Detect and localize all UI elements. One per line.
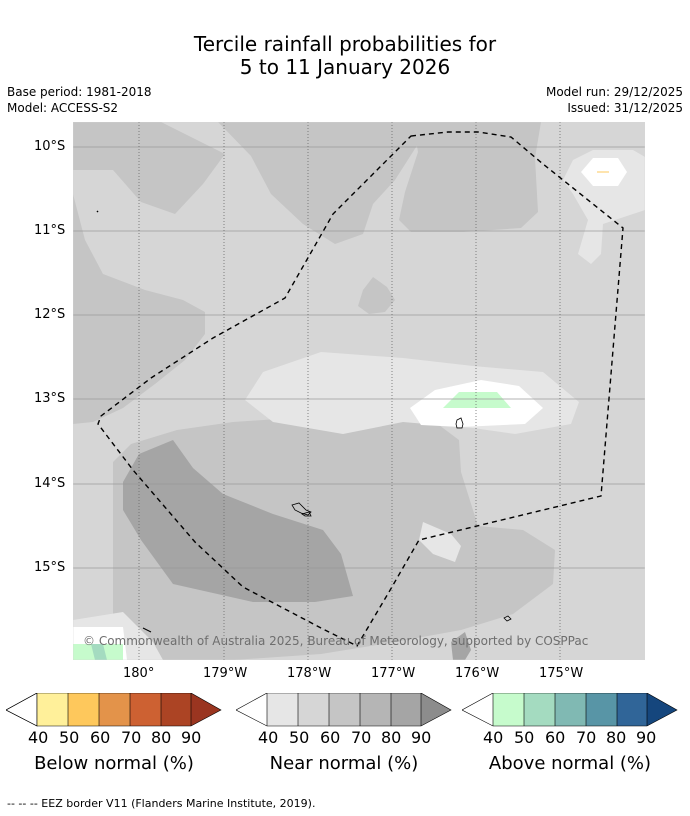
copyright-notice: © Commonwealth of Australia 2025, Bureau… [83,634,589,648]
latitude-gridlines [73,146,645,569]
near-tick-90: 90 [411,728,432,747]
base-period: Base period: 1981-2018 [7,85,152,99]
above-normal-label: Above normal (%) [488,753,652,774]
below-swatch-70 [130,693,161,726]
near-swatch-60 [329,693,360,726]
near-swatch-40 [267,693,298,726]
near-normal-light-south-patch [419,522,461,562]
above-tick-60: 60 [545,728,566,747]
below-tick-90: 90 [181,728,202,747]
near-normal-light-east [563,150,645,264]
above-swatch-80 [617,693,647,726]
below-swatch-80 [161,693,191,726]
near-tick-40: 40 [258,728,279,747]
below-swatch-60 [99,693,130,726]
model-run: Model run: 29/12/2025 [545,85,683,99]
lon-label-177w: 177°W [371,666,416,681]
lat-label-14s: 14°S [34,476,66,491]
lon-label-178w: 178°W [287,666,332,681]
near-normal-colorbar [236,693,452,727]
near-colorbar-low-arrow [236,693,267,726]
near-swatch-70 [360,693,391,726]
eez-border-note: -- -- -- EEZ border V11 (Flanders Marine… [7,797,316,810]
above-tick-70: 70 [576,728,597,747]
lat-label-10s: 10°S [34,139,66,154]
near-tick-60: 60 [320,728,341,747]
rainfall-map [73,122,645,660]
above-swatch-40 [493,693,524,726]
island-mark-southwest [142,627,152,633]
near-tick-80: 80 [381,728,402,747]
island-outline-central [455,417,464,429]
below-swatch-50 [68,693,99,726]
lat-label-11s: 11°S [34,223,66,238]
below-normal-label: Below normal (%) [34,753,194,774]
above-colorbar-low-arrow [462,693,493,726]
near-normal-region-west [73,122,225,214]
above-normal-patch-southwest-dark [91,644,107,660]
below-tick-60: 60 [90,728,111,747]
near-normal-region-south [113,418,555,660]
below-tick-40: 40 [28,728,49,747]
island-outline-south [503,615,512,622]
above-tick-40: 40 [483,728,504,747]
eez-border [97,131,624,647]
below-colorbar-high-arrow [191,693,221,726]
below-tick-80: 80 [151,728,172,747]
near-tick-50: 50 [289,728,310,747]
lon-label-180: 180° [123,666,155,681]
near-swatch-80 [391,693,421,726]
above-colorbar-high-arrow [647,693,677,726]
near-normal-region-north-east [399,122,541,232]
above-tick-80: 80 [606,728,627,747]
near-normal-region-north-central [218,122,423,244]
above-normal-colorbar [462,693,678,727]
above-tick-90: 90 [636,728,657,747]
near-normal-region-dark [123,440,353,602]
near-colorbar-high-arrow [421,693,451,726]
lat-label-13s: 13°S [34,391,66,406]
model-name: Model: ACCESS-S2 [7,101,119,115]
lon-label-175w: 175°W [539,666,584,681]
above-swatch-70 [586,693,617,726]
island-outline-upolu [301,511,312,517]
lat-label-15s: 15°S [34,560,66,575]
above-normal-patch-central [443,392,511,408]
below-tick-70: 70 [121,728,142,747]
near-tick-70: 70 [351,728,372,747]
lon-label-176w: 176°W [455,666,500,681]
above-swatch-50 [524,693,555,726]
below-tick-50: 50 [59,728,80,747]
below-normal-colorbar [6,693,222,727]
map-title-line2: 5 to 11 January 2026 [239,55,451,79]
lon-label-179w: 179°W [203,666,248,681]
island-dot-west [96,210,99,213]
above-tick-50: 50 [514,728,535,747]
above-swatch-60 [555,693,586,726]
issued-date: Issued: 31/12/2025 [567,101,683,115]
below-swatch-40 [37,693,68,726]
lat-label-12s: 12°S [34,307,66,322]
near-normal-region-small-cell [358,277,395,314]
near-swatch-50 [298,693,329,726]
map-title-line1: Tercile rainfall probabilities for [193,32,497,56]
near-normal-region-dark-south [451,632,471,660]
near-normal-label: Near normal (%) [269,753,419,774]
below-colorbar-low-arrow [6,693,38,727]
